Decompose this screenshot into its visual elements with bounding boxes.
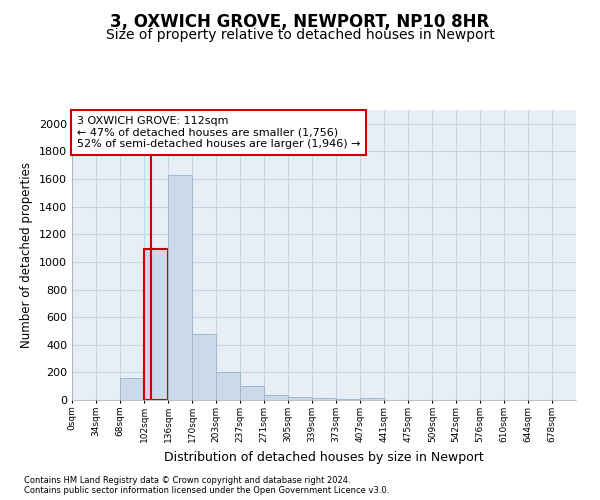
- Text: Distribution of detached houses by size in Newport: Distribution of detached houses by size …: [164, 451, 484, 464]
- Bar: [120, 378, 144, 400]
- Text: 3, OXWICH GROVE, NEWPORT, NP10 8HR: 3, OXWICH GROVE, NEWPORT, NP10 8HR: [110, 12, 490, 30]
- Bar: [336, 399, 360, 400]
- Bar: [144, 250, 168, 400]
- Text: Contains public sector information licensed under the Open Government Licence v3: Contains public sector information licen…: [24, 486, 389, 495]
- Bar: [264, 395, 288, 400]
- Text: 3 OXWICH GROVE: 112sqm
← 47% of detached houses are smaller (1,756)
52% of semi-: 3 OXWICH GROVE: 112sqm ← 47% of detached…: [77, 116, 361, 149]
- Bar: [240, 386, 264, 400]
- Text: Contains HM Land Registry data © Crown copyright and database right 2024.: Contains HM Land Registry data © Crown c…: [24, 476, 350, 485]
- Bar: [193, 334, 217, 400]
- Bar: [312, 398, 336, 400]
- Y-axis label: Number of detached properties: Number of detached properties: [20, 162, 34, 348]
- Bar: [288, 396, 312, 400]
- Bar: [360, 398, 384, 400]
- Text: Size of property relative to detached houses in Newport: Size of property relative to detached ho…: [106, 28, 494, 42]
- Bar: [168, 175, 193, 400]
- Bar: [215, 372, 240, 400]
